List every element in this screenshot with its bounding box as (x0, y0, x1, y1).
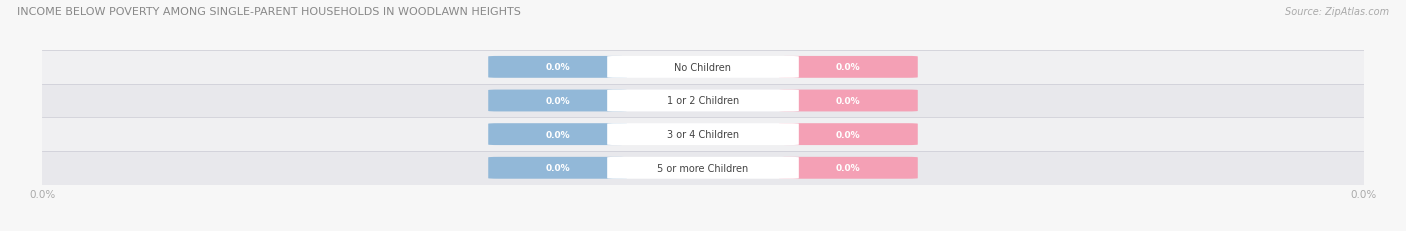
Text: No Children: No Children (675, 63, 731, 73)
FancyBboxPatch shape (607, 157, 799, 179)
Text: 0.0%: 0.0% (546, 63, 569, 72)
FancyBboxPatch shape (488, 157, 627, 179)
Text: Source: ZipAtlas.com: Source: ZipAtlas.com (1285, 7, 1389, 17)
FancyBboxPatch shape (779, 124, 918, 146)
Text: 0.0%: 0.0% (837, 97, 860, 106)
Text: 0.0%: 0.0% (546, 97, 569, 106)
Text: 0.0%: 0.0% (837, 130, 860, 139)
Text: 5 or more Children: 5 or more Children (658, 163, 748, 173)
FancyBboxPatch shape (607, 90, 799, 112)
Text: 3 or 4 Children: 3 or 4 Children (666, 130, 740, 140)
FancyBboxPatch shape (607, 57, 799, 79)
Bar (42, 118, 1364, 151)
FancyBboxPatch shape (488, 124, 627, 146)
Text: 0.0%: 0.0% (546, 130, 569, 139)
FancyBboxPatch shape (779, 90, 918, 112)
FancyBboxPatch shape (607, 124, 799, 146)
Text: 0.0%: 0.0% (546, 164, 569, 173)
Text: 1 or 2 Children: 1 or 2 Children (666, 96, 740, 106)
FancyBboxPatch shape (488, 90, 627, 112)
FancyBboxPatch shape (488, 57, 627, 79)
Bar (42, 84, 1364, 118)
Text: INCOME BELOW POVERTY AMONG SINGLE-PARENT HOUSEHOLDS IN WOODLAWN HEIGHTS: INCOME BELOW POVERTY AMONG SINGLE-PARENT… (17, 7, 520, 17)
Text: 0.0%: 0.0% (837, 164, 860, 173)
Text: 0.0%: 0.0% (837, 63, 860, 72)
FancyBboxPatch shape (779, 157, 918, 179)
Bar (42, 151, 1364, 185)
FancyBboxPatch shape (779, 57, 918, 79)
Bar (42, 51, 1364, 84)
